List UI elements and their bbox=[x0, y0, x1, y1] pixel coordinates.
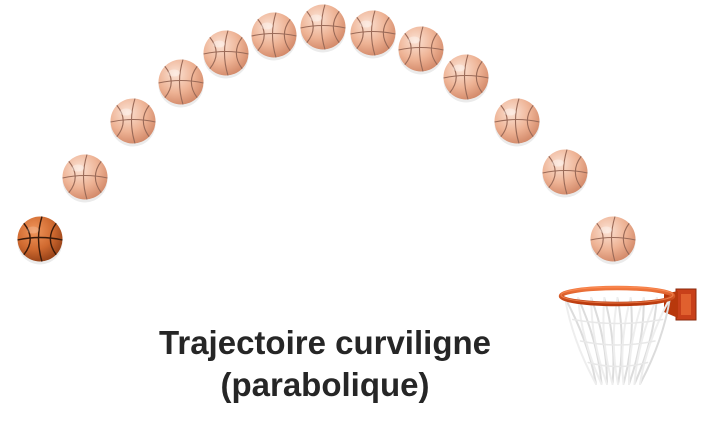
basketball-icon bbox=[158, 59, 204, 108]
basketball-icon bbox=[110, 98, 156, 147]
caption-line-2: (parabolique) bbox=[220, 366, 430, 403]
basketball-icon bbox=[300, 4, 346, 53]
basketball-icon bbox=[398, 26, 444, 75]
basketball-icon bbox=[251, 12, 297, 61]
basketball-icon bbox=[203, 30, 249, 79]
caption-line-1: Trajectoire curviligne bbox=[159, 324, 491, 361]
basketball-icon bbox=[62, 154, 108, 203]
basketball-icon bbox=[590, 216, 636, 265]
ball-trajectory bbox=[17, 4, 636, 265]
basketball-icon bbox=[494, 98, 540, 147]
basketball-icon bbox=[350, 10, 396, 59]
basketball-icon bbox=[443, 54, 489, 103]
basketball-hoop-icon bbox=[558, 285, 697, 385]
caption: Trajectoire curviligne (parabolique) bbox=[110, 322, 540, 406]
basketball-icon bbox=[17, 216, 63, 265]
basketball-icon bbox=[542, 149, 588, 198]
